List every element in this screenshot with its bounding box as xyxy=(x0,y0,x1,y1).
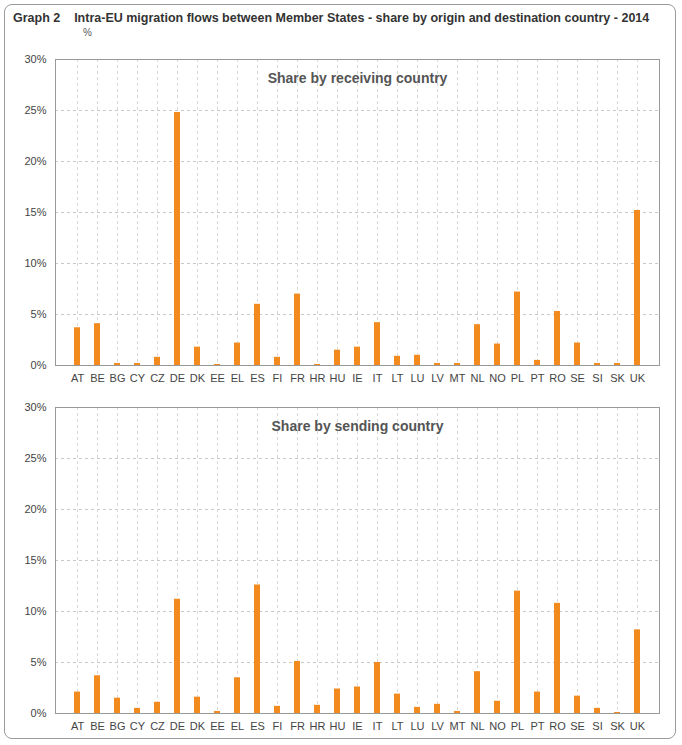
svg-text:NL: NL xyxy=(470,372,484,384)
svg-text:NO: NO xyxy=(489,720,506,732)
svg-text:HU: HU xyxy=(330,372,346,384)
svg-text:DK: DK xyxy=(190,720,206,732)
svg-text:IT: IT xyxy=(373,720,383,732)
svg-text:SE: SE xyxy=(570,720,585,732)
svg-text:LV: LV xyxy=(431,372,444,384)
svg-text:15%: 15% xyxy=(24,554,46,566)
svg-text:UK: UK xyxy=(630,720,646,732)
svg-text:SK: SK xyxy=(610,720,625,732)
svg-text:25%: 25% xyxy=(24,104,46,116)
svg-text:CY: CY xyxy=(130,372,146,384)
svg-text:HR: HR xyxy=(310,372,326,384)
svg-text:HU: HU xyxy=(330,720,346,732)
svg-text:30%: 30% xyxy=(24,401,46,413)
svg-text:SE: SE xyxy=(570,372,585,384)
svg-text:LV: LV xyxy=(431,720,444,732)
svg-text:25%: 25% xyxy=(24,452,46,464)
svg-text:BG: BG xyxy=(110,372,126,384)
svg-text:MT: MT xyxy=(450,372,466,384)
svg-text:EL: EL xyxy=(231,372,244,384)
html-text:Graph 2 Intra-EU migration flo: Graph 2 Intra-EU migration flows between… xyxy=(13,11,650,25)
svg-text:SK: SK xyxy=(610,372,625,384)
svg-text:FI: FI xyxy=(273,372,283,384)
svg-text:SI: SI xyxy=(592,720,602,732)
svg-text:EL: EL xyxy=(231,720,244,732)
svg-text:IE: IE xyxy=(352,720,362,732)
svg-text:DK: DK xyxy=(190,372,206,384)
svg-text:ES: ES xyxy=(250,720,265,732)
svg-text:0%: 0% xyxy=(31,707,47,719)
svg-text:LU: LU xyxy=(410,372,424,384)
svg-text:IT: IT xyxy=(373,372,383,384)
svg-text:FI: FI xyxy=(273,720,283,732)
svg-text:Share by sending country: Share by sending country xyxy=(272,418,444,434)
svg-text:LT: LT xyxy=(391,372,403,384)
svg-text:PT: PT xyxy=(530,720,544,732)
svg-text:AT: AT xyxy=(71,720,85,732)
svg-text:HR: HR xyxy=(310,720,326,732)
svg-text:NO: NO xyxy=(489,372,506,384)
svg-text:10%: 10% xyxy=(24,257,46,269)
svg-text:RO: RO xyxy=(549,720,566,732)
svg-text:SI: SI xyxy=(592,372,602,384)
svg-text:5%: 5% xyxy=(31,656,47,668)
svg-text:BE: BE xyxy=(90,720,105,732)
svg-text:20%: 20% xyxy=(24,503,46,515)
svg-text:DE: DE xyxy=(170,720,185,732)
svg-text:BG: BG xyxy=(110,720,126,732)
svg-text:DE: DE xyxy=(170,372,185,384)
svg-text:FR: FR xyxy=(290,372,305,384)
svg-text:CY: CY xyxy=(130,720,146,732)
svg-text:CZ: CZ xyxy=(150,372,165,384)
svg-text:PT: PT xyxy=(530,372,544,384)
svg-text:EE: EE xyxy=(210,372,225,384)
svg-text:15%: 15% xyxy=(24,206,46,218)
svg-text:EE: EE xyxy=(210,720,225,732)
svg-text:NL: NL xyxy=(470,720,484,732)
svg-text:LT: LT xyxy=(391,720,403,732)
svg-text:UK: UK xyxy=(630,372,646,384)
svg-text:BE: BE xyxy=(90,372,105,384)
svg-text:30%: 30% xyxy=(24,53,46,65)
svg-text:AT: AT xyxy=(71,372,85,384)
svg-text:IE: IE xyxy=(352,372,362,384)
svg-text:RO: RO xyxy=(549,372,566,384)
svg-text:5%: 5% xyxy=(31,308,47,320)
svg-text:CZ: CZ xyxy=(150,720,165,732)
svg-text:FR: FR xyxy=(290,720,305,732)
svg-text:MT: MT xyxy=(450,720,466,732)
svg-text:Share by receiving country: Share by receiving country xyxy=(268,70,448,86)
svg-text:LU: LU xyxy=(410,720,424,732)
svg-text:PL: PL xyxy=(511,372,524,384)
svg-text:10%: 10% xyxy=(24,605,46,617)
svg-text:PL: PL xyxy=(511,720,524,732)
svg-text:20%: 20% xyxy=(24,155,46,167)
svg-text:0%: 0% xyxy=(31,359,47,371)
svg-text:ES: ES xyxy=(250,372,265,384)
